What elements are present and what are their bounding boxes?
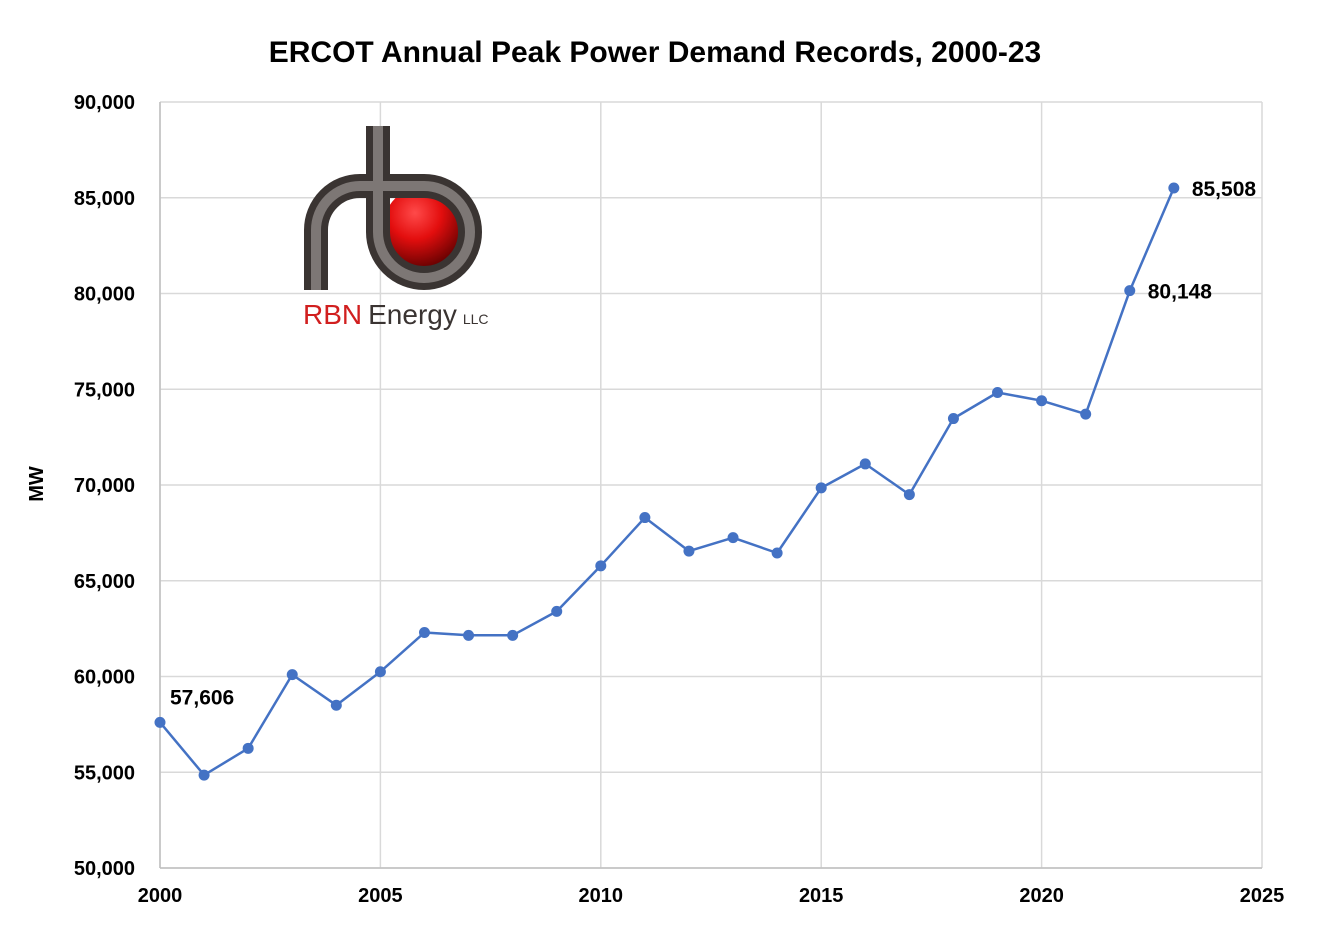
data-point xyxy=(815,482,827,494)
data-label: 80,148 xyxy=(1148,281,1213,304)
data-point xyxy=(1080,408,1092,420)
chart-title: ERCOT Annual Peak Power Demand Records, … xyxy=(269,36,1042,69)
data-point xyxy=(374,666,386,678)
y-tick-label: 85,000 xyxy=(74,188,135,210)
y-tick-label: 55,000 xyxy=(74,762,135,784)
x-tick-label: 2020 xyxy=(1019,885,1064,907)
data-point xyxy=(727,532,739,544)
y-tick-label: 65,000 xyxy=(74,571,135,593)
annotations: 57,606 80,148 85,508 xyxy=(170,178,1256,709)
x-tick-label: 2010 xyxy=(579,885,624,907)
data-point xyxy=(859,458,871,470)
y-tick-label: 80,000 xyxy=(74,284,135,306)
series xyxy=(154,182,1180,781)
y-tick-label: 75,000 xyxy=(74,379,135,401)
data-point xyxy=(154,716,166,728)
y-tick-label: 90,000 xyxy=(74,92,135,114)
series-line xyxy=(159,187,1175,777)
data-point xyxy=(418,626,430,638)
data-point xyxy=(1036,395,1048,407)
rbn-energy-logo: RBN Energy LLC xyxy=(303,126,489,330)
y-tick-label: 70,000 xyxy=(74,475,135,497)
logo-text-llc: LLC xyxy=(463,311,489,327)
data-point xyxy=(1168,182,1180,194)
data-point xyxy=(330,699,342,711)
data-point xyxy=(507,629,519,641)
data-point xyxy=(683,545,695,557)
logo-text-rbn: RBN xyxy=(303,299,362,330)
x-tick-label: 2025 xyxy=(1240,885,1285,907)
data-point xyxy=(198,769,210,781)
x-tick-label: 2005 xyxy=(358,885,403,907)
x-tick-label: 2000 xyxy=(138,885,183,907)
x-tick-label: 2015 xyxy=(799,885,844,907)
data-point xyxy=(595,560,607,572)
logo-text-energy: Energy xyxy=(368,299,457,330)
data-point xyxy=(639,512,651,524)
y-tick-label: 50,000 xyxy=(74,858,135,880)
data-point xyxy=(992,387,1004,399)
red-ball-icon xyxy=(383,186,467,270)
y-tick-label: 60,000 xyxy=(74,667,135,689)
data-point xyxy=(771,547,783,559)
data-label: 57,606 xyxy=(170,686,234,709)
data-point xyxy=(903,489,915,501)
data-label: 85,508 xyxy=(1192,178,1257,201)
data-point xyxy=(242,742,254,754)
axes xyxy=(159,102,1262,869)
data-point xyxy=(551,605,563,617)
y-axis-label: MW xyxy=(26,466,48,502)
data-point xyxy=(947,413,959,425)
tick-labels: 50,000 55,000 60,000 65,000 70,000 75,000 80,0… xyxy=(74,92,1284,907)
data-point xyxy=(463,629,475,641)
data-point xyxy=(286,669,298,681)
data-point xyxy=(1124,285,1136,297)
